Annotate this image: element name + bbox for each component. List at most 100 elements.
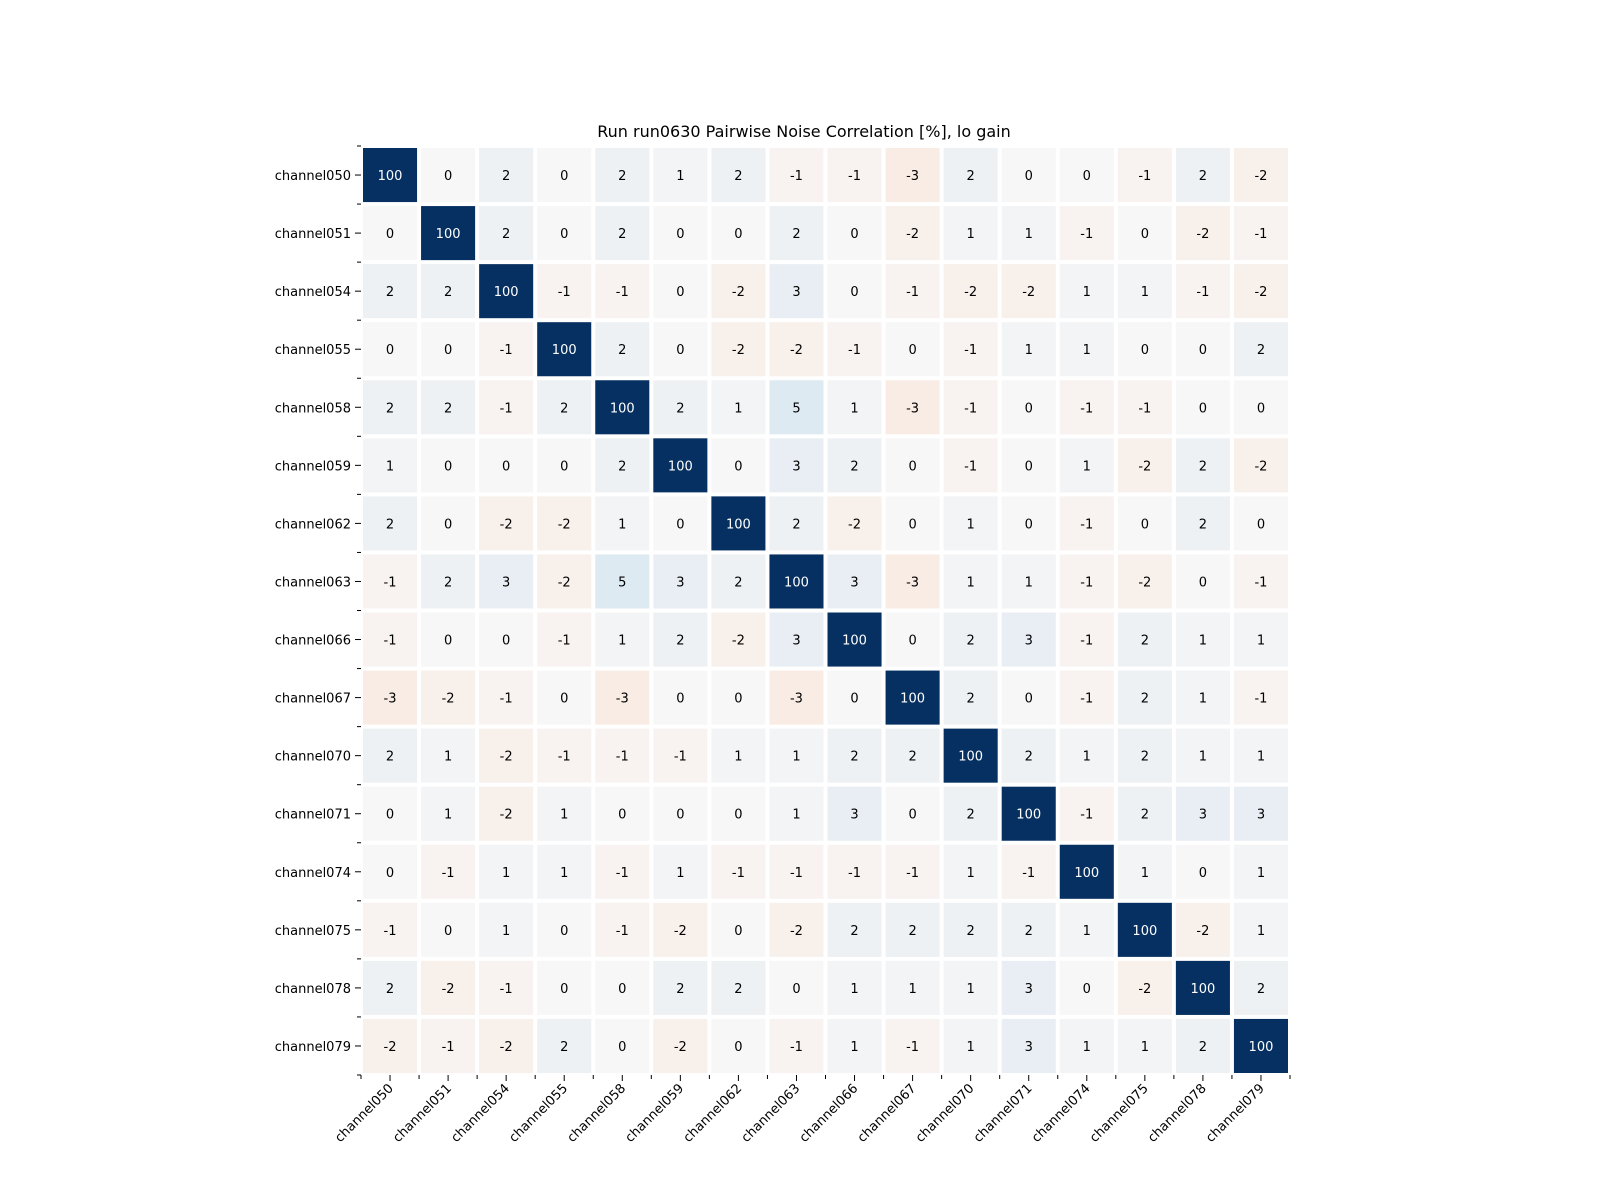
cell-value-label: 0 <box>850 285 858 300</box>
heatmap-cell <box>711 554 766 609</box>
heatmap-cell <box>827 844 882 899</box>
cell-value-label: -2 <box>1254 459 1267 474</box>
heatmap-cell <box>421 728 476 783</box>
heatmap-cell <box>421 844 476 899</box>
cell-value-label: 0 <box>444 924 452 939</box>
heatmap-cell <box>1059 1018 1114 1073</box>
heatmap-cell <box>769 960 824 1015</box>
heatmap-cell <box>479 380 534 435</box>
cell-value-label: -2 <box>384 1040 397 1055</box>
heatmap-cell <box>479 844 534 899</box>
cell-value-label: 100 <box>958 750 983 765</box>
cell-value-label: 1 <box>1025 575 1033 590</box>
heatmap-cell <box>827 438 882 493</box>
cell-value-label: 100 <box>1249 1040 1274 1055</box>
x-tick-label: channel075 <box>1087 1081 1152 1146</box>
cell-value-label: 1 <box>1025 343 1033 358</box>
cell-value-label: 2 <box>444 401 452 416</box>
cell-value-label: 1 <box>1257 866 1265 881</box>
cell-value-label: 2 <box>908 924 916 939</box>
x-tick-label: channel055 <box>507 1081 572 1146</box>
x-tick-label: channel066 <box>797 1081 862 1146</box>
heatmap-cell <box>537 902 592 957</box>
heatmap-cell <box>827 612 882 667</box>
cell-value-label: 1 <box>734 750 742 765</box>
heatmap-cell <box>769 728 824 783</box>
heatmap-cell <box>421 380 476 435</box>
cell-value-label: 2 <box>734 575 742 590</box>
cell-value-label: 2 <box>560 1040 568 1055</box>
heatmap-cell <box>1059 902 1114 957</box>
x-tick-label: channel058 <box>565 1081 630 1146</box>
cell-value-label: 2 <box>1199 517 1207 532</box>
cell-value-label: 0 <box>734 924 742 939</box>
heatmap-cell <box>537 612 592 667</box>
heatmap-cell <box>363 322 418 377</box>
cell-value-label: 100 <box>1016 808 1041 823</box>
cell-value-label: 3 <box>850 808 858 823</box>
heatmap-cell <box>1117 902 1172 957</box>
cell-value-label: 0 <box>1199 866 1207 881</box>
cell-value-label: 1 <box>1257 750 1265 765</box>
heatmap-cell <box>653 206 708 261</box>
cell-value-label: 100 <box>1074 866 1099 881</box>
cell-value-label: 0 <box>560 924 568 939</box>
cell-value-label: 2 <box>444 575 452 590</box>
heatmap-cell <box>421 264 476 319</box>
cell-value-label: -1 <box>790 866 803 881</box>
cell-value-label: 0 <box>1141 517 1149 532</box>
cell-value-label: 0 <box>1257 401 1265 416</box>
cell-value-label: 0 <box>1025 459 1033 474</box>
heatmap-cell <box>885 786 940 841</box>
cell-value-label: 1 <box>1199 634 1207 649</box>
heatmap-cell <box>1233 670 1288 725</box>
heatmap-cell <box>769 1018 824 1073</box>
cell-value-label: -1 <box>558 634 571 649</box>
cell-value-label: 2 <box>967 808 975 823</box>
heatmap-cell <box>1233 728 1288 783</box>
heatmap-cell <box>1175 438 1230 493</box>
heatmap-cell <box>943 380 998 435</box>
cell-value-label: 0 <box>560 169 568 184</box>
heatmap-cell <box>537 960 592 1015</box>
heatmap-cell <box>653 496 708 551</box>
cell-value-label: 0 <box>908 343 916 358</box>
cell-value-label: 1 <box>560 808 568 823</box>
heatmap-cell <box>595 148 650 203</box>
heatmap-cell <box>479 148 534 203</box>
heatmap-cell <box>537 786 592 841</box>
heatmap-cell <box>1001 844 1056 899</box>
heatmap-cell <box>769 902 824 957</box>
cell-value-label: 0 <box>560 227 568 242</box>
cell-value-label: 2 <box>386 285 394 300</box>
cell-value-label: -2 <box>1022 285 1035 300</box>
heatmap-cell <box>537 148 592 203</box>
cell-value-label: -1 <box>1080 575 1093 590</box>
heatmap-cell <box>943 786 998 841</box>
cell-value-label: 100 <box>378 169 403 184</box>
heatmap-cell <box>595 728 650 783</box>
heatmap-cell <box>1001 1018 1056 1073</box>
cell-value-label: 3 <box>792 459 800 474</box>
heatmap-cell <box>653 380 708 435</box>
cell-value-label: 0 <box>908 808 916 823</box>
heatmap-cell <box>1175 554 1230 609</box>
heatmap-cell <box>537 206 592 261</box>
heatmap-cell <box>479 728 534 783</box>
heatmap-cell <box>769 264 824 319</box>
cell-value-label: 0 <box>908 459 916 474</box>
cell-value-label: 2 <box>444 285 452 300</box>
cell-value-label: 1 <box>444 750 452 765</box>
cell-value-label: 100 <box>436 227 461 242</box>
x-tick-label: channel051 <box>390 1081 455 1146</box>
heatmap-cell <box>653 148 708 203</box>
cell-value-label: -1 <box>1022 866 1035 881</box>
heatmap-cell <box>1059 960 1114 1015</box>
heatmap-cell <box>479 670 534 725</box>
heatmap-cell <box>479 322 534 377</box>
heatmap-cell <box>479 902 534 957</box>
cell-value-label: 100 <box>552 343 577 358</box>
cell-value-label: 2 <box>967 634 975 649</box>
heatmap-cell <box>479 960 534 1015</box>
heatmap-cell <box>885 554 940 609</box>
